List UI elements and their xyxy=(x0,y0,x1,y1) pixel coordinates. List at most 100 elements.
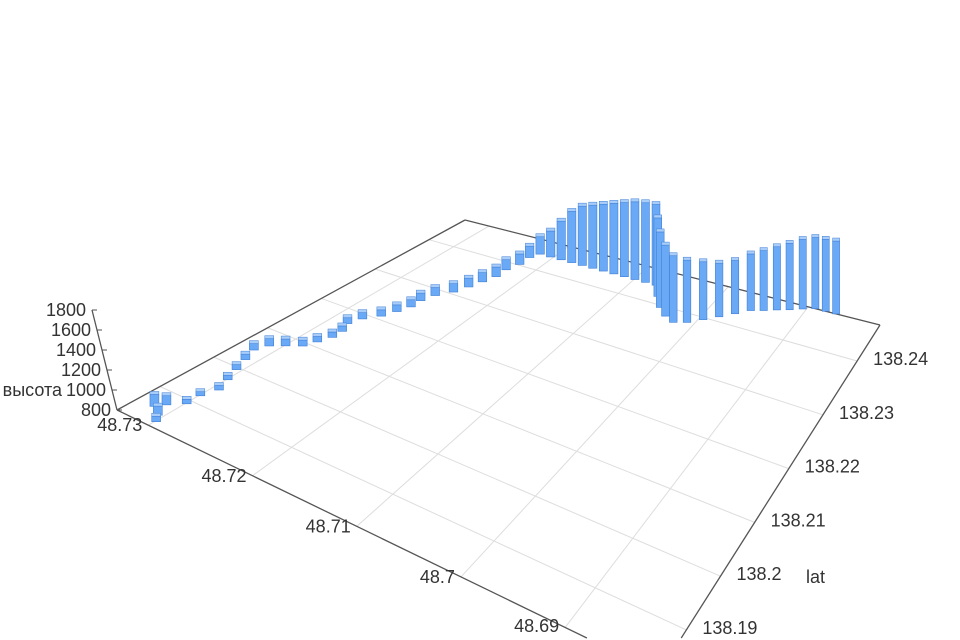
bar xyxy=(620,199,629,277)
bar xyxy=(430,284,440,296)
bar-top xyxy=(477,269,487,273)
y-tick-label: 138.23 xyxy=(839,403,894,423)
bar-body xyxy=(577,205,587,266)
bar-top xyxy=(240,350,251,355)
bar-body xyxy=(525,245,535,258)
bar-top xyxy=(759,247,768,251)
grid-line-lat xyxy=(213,356,721,577)
z-axis xyxy=(91,309,122,411)
bar-top xyxy=(546,227,556,232)
y-tick-label: 138.24 xyxy=(873,349,928,369)
bar-top xyxy=(699,258,708,263)
bar-top xyxy=(223,371,233,376)
bar-top xyxy=(195,388,206,392)
bar-top xyxy=(337,322,347,327)
bar-top xyxy=(231,361,242,365)
bar-body xyxy=(214,385,224,391)
bar xyxy=(630,198,640,280)
z-tick-label: 1400 xyxy=(56,340,96,360)
bar xyxy=(464,274,474,288)
bar-body xyxy=(464,277,474,288)
bar-top xyxy=(567,208,577,212)
bar xyxy=(222,371,233,381)
bar-top xyxy=(641,199,650,203)
floor-grid xyxy=(148,225,858,631)
bar xyxy=(715,259,724,318)
bar-body xyxy=(535,236,545,255)
z-axis-line xyxy=(91,309,118,411)
bar-top xyxy=(588,201,598,206)
bar xyxy=(337,322,347,332)
bar xyxy=(312,333,323,343)
bar-body xyxy=(181,398,192,405)
bar-body xyxy=(546,230,556,258)
bar-body xyxy=(661,244,670,317)
bar xyxy=(448,280,459,293)
bar-body xyxy=(491,266,501,277)
z-axis-label: высота xyxy=(3,380,63,400)
bar-body xyxy=(699,261,708,320)
bar xyxy=(746,250,755,311)
bar-body xyxy=(821,238,830,312)
bar-body xyxy=(598,203,608,272)
bar xyxy=(161,392,172,406)
bar-top xyxy=(161,392,172,396)
bar-top xyxy=(620,199,629,203)
bar xyxy=(535,233,545,255)
bar-body xyxy=(430,287,440,296)
bar xyxy=(231,361,242,370)
bar xyxy=(416,289,426,301)
bar xyxy=(515,250,525,265)
bar-body xyxy=(556,220,566,261)
bar-body xyxy=(406,299,416,308)
bar xyxy=(731,257,740,315)
bar-top xyxy=(832,237,840,242)
bar-top xyxy=(181,396,192,400)
bar-top xyxy=(491,263,501,268)
bar-top xyxy=(577,202,587,207)
bar-body xyxy=(567,211,577,263)
grid-line-x xyxy=(564,306,809,628)
bar xyxy=(759,247,768,311)
bar-top xyxy=(280,335,291,340)
x-tick-label: 48.7 xyxy=(420,567,455,587)
bar xyxy=(357,309,368,320)
bar-body xyxy=(620,202,629,277)
bar-body xyxy=(682,259,692,323)
bar-top xyxy=(392,301,402,306)
bar xyxy=(682,256,692,323)
bar-body xyxy=(588,204,598,269)
bar-top xyxy=(669,252,678,256)
bar-top xyxy=(264,335,274,339)
bar-body xyxy=(731,260,740,315)
x-tick-label: 48.71 xyxy=(306,516,351,536)
bar-body xyxy=(195,391,206,397)
bar-body xyxy=(515,253,525,265)
bar xyxy=(785,240,794,311)
grid-line-lat xyxy=(159,386,687,631)
bar-top xyxy=(464,274,474,279)
bar-body xyxy=(231,364,242,370)
y-tick-label: 138.22 xyxy=(805,457,860,477)
bar-top xyxy=(376,306,386,311)
bar-top xyxy=(448,280,459,284)
bar-body xyxy=(240,353,251,360)
bar xyxy=(798,236,807,310)
z-tick-label: 1000 xyxy=(66,380,106,400)
bar xyxy=(264,335,275,347)
x-tick-label: 48.72 xyxy=(201,466,246,486)
bar xyxy=(811,234,820,309)
bar xyxy=(181,396,192,405)
z-tick-label: 1600 xyxy=(51,320,91,340)
bar-body xyxy=(746,253,755,311)
bar-body xyxy=(161,395,172,406)
grid-line-lat xyxy=(267,327,755,523)
bar-body xyxy=(811,237,820,309)
bar xyxy=(699,258,708,320)
grid-line-x xyxy=(252,245,570,477)
bar xyxy=(546,227,556,258)
bar xyxy=(609,200,619,275)
floor-edge xyxy=(116,409,588,639)
bar-top xyxy=(682,256,692,261)
bars xyxy=(149,198,840,422)
